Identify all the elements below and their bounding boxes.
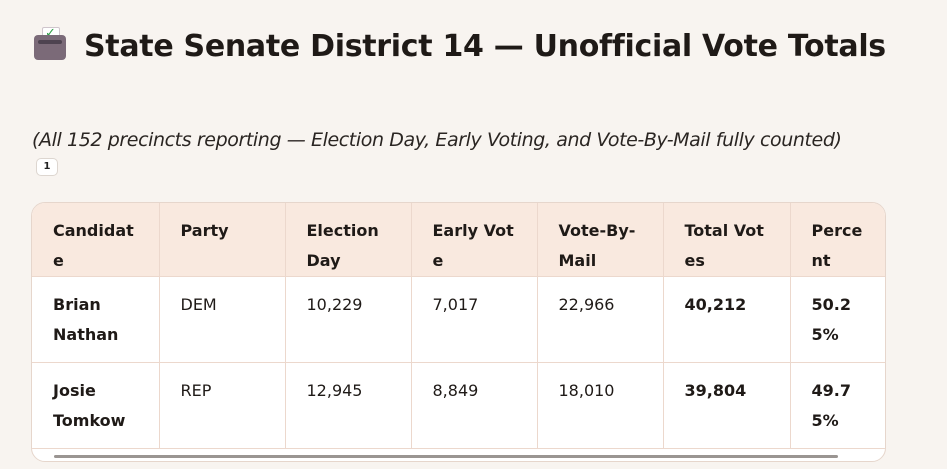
page-title: ✓ State Senate District 14 — Unofficial …: [32, 24, 912, 69]
cell-early-vote: 8,849: [411, 362, 538, 449]
cell-percent: 50.25%: [790, 276, 885, 363]
cell-percent: 49.75%: [790, 362, 885, 449]
cell-vote-by-mail: 22,966: [537, 276, 664, 363]
header-election-day: Election Day: [285, 203, 412, 277]
header-total-votes: Total Votes: [663, 203, 791, 277]
cell-vote-by-mail: 18,010: [537, 362, 664, 449]
subtitle: (All 152 precincts reporting — Election …: [32, 129, 842, 151]
header-party: Party: [159, 203, 286, 277]
results-table-container: Candidate Party Election Day Early Vote …: [31, 202, 886, 462]
header-early-vote: Early Vote: [411, 203, 538, 277]
cell-candidate: Brian Nathan: [32, 276, 160, 363]
table-header-row: Candidate Party Election Day Early Vote …: [32, 203, 885, 277]
cell-early-vote: 7,017: [411, 276, 538, 363]
header-percent: Percent: [790, 203, 885, 277]
cell-election-day: 12,945: [285, 362, 412, 449]
cell-election-day: 10,229: [285, 276, 412, 363]
cell-candidate: Josie Tomkow: [32, 362, 160, 449]
cell-total-votes: 39,804: [663, 362, 791, 449]
horizontal-scrollbar[interactable]: [54, 455, 838, 458]
cell-party: REP: [159, 362, 286, 449]
header-vote-by-mail: Vote-By-Mail: [537, 203, 664, 277]
cell-total-votes: 40,212: [663, 276, 791, 363]
cell-party: DEM: [159, 276, 286, 363]
table-row: Josie Tomkow REP 12,945 8,849 18,010 39,…: [32, 362, 885, 449]
header-candidate: Candidate: [32, 203, 160, 277]
page-title-text: State Senate District 14 — Unofficial Vo…: [84, 29, 886, 64]
footnote-ref[interactable]: 1: [36, 158, 58, 176]
table-row: Brian Nathan DEM 10,229 7,017 22,966 40,…: [32, 276, 885, 363]
ballot-box-icon: ✓: [32, 27, 68, 60]
results-table: Candidate Party Election Day Early Vote …: [32, 203, 885, 449]
